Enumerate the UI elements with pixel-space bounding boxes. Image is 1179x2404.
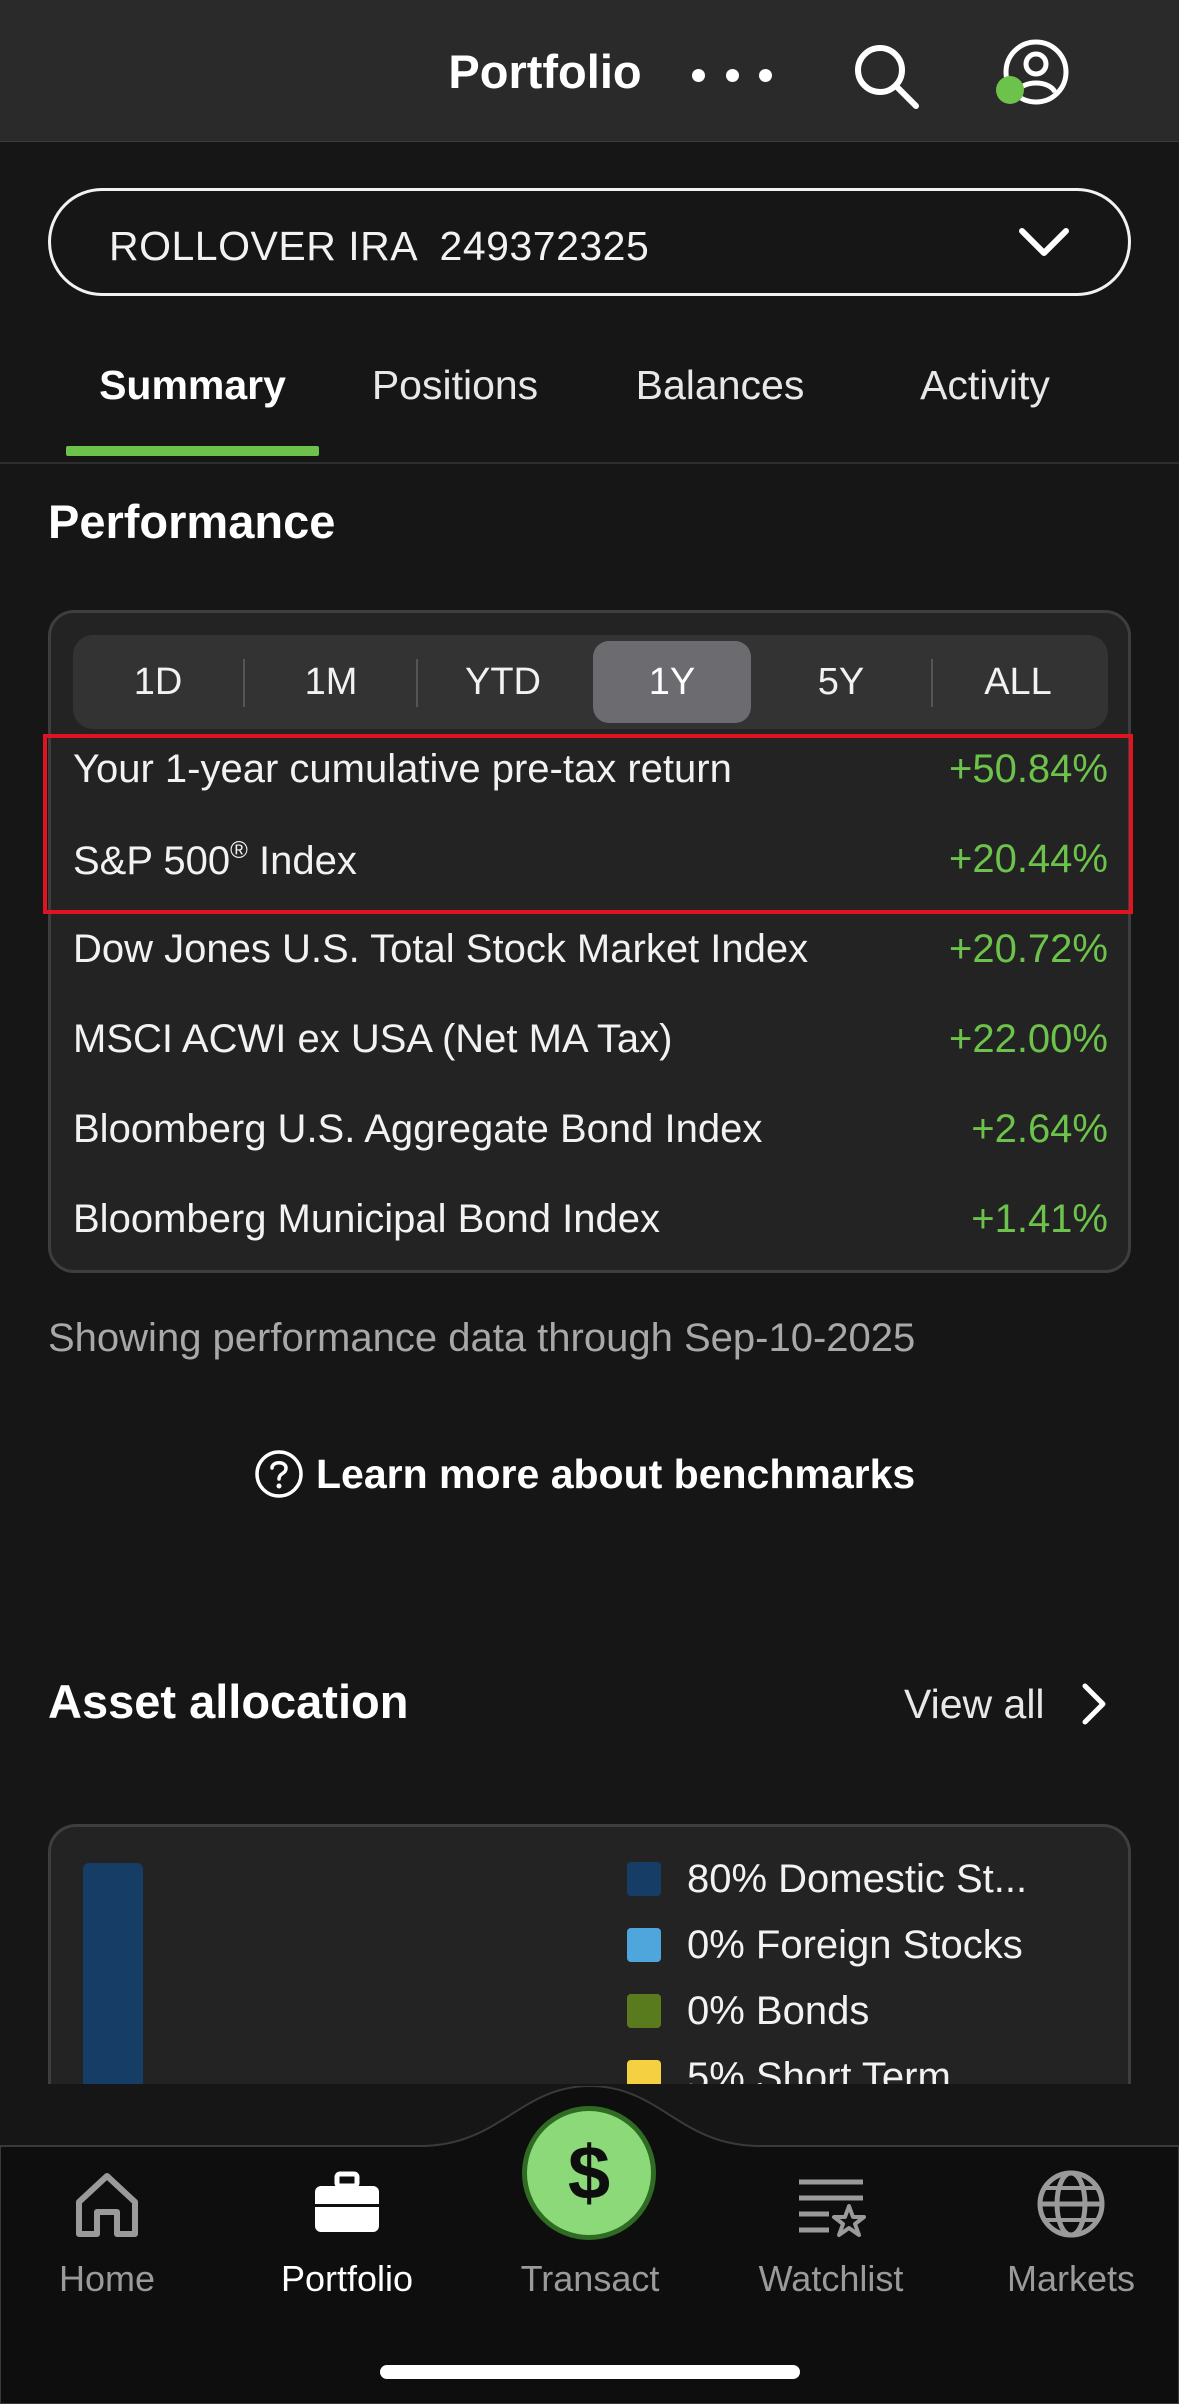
performance-value: +2.64% — [971, 1107, 1108, 1151]
legend-label: 0% Bonds — [687, 1988, 870, 2033]
search-icon[interactable] — [848, 38, 924, 114]
account-selector[interactable]: ROLLOVER IRA 249372325 — [48, 188, 1131, 296]
chevron-down-icon — [1019, 228, 1069, 256]
highlight-annotation-box — [43, 734, 1133, 914]
tab-balances[interactable]: Balances — [635, 362, 805, 408]
nav-portfolio[interactable]: Portfolio — [252, 2164, 442, 2300]
home-icon — [76, 2173, 138, 2237]
nav-home[interactable]: Home — [12, 2164, 202, 2300]
performance-label: Dow Jones U.S. Total Stock Market Index — [73, 927, 809, 971]
range-divider — [243, 659, 245, 707]
performance-value: +20.72% — [948, 927, 1108, 971]
asset-allocation-card[interactable]: 80% Domestic St... 0% Foreign Stocks 0% … — [48, 1824, 1131, 2084]
profile-icon[interactable] — [990, 34, 1074, 118]
legend-swatch — [627, 2060, 661, 2084]
legend-label: 5% Short Term — [687, 2054, 951, 2085]
watchlist-icon — [799, 2179, 866, 2237]
performance-value: +1.41% — [971, 1197, 1108, 1241]
range-ytd-button[interactable]: YTD — [465, 660, 541, 703]
legend-item: 80% Domestic St... — [627, 1851, 1027, 1907]
top-header: Portfolio — [0, 0, 1179, 142]
chevron-right-icon — [1082, 1683, 1106, 1725]
tab-activity[interactable]: Activity — [920, 362, 1050, 408]
nav-watchlist[interactable]: Watchlist — [736, 2164, 926, 2300]
globe-icon — [1037, 2170, 1105, 2238]
legend-swatch — [627, 1928, 661, 1962]
legend-swatch — [627, 1862, 661, 1896]
nav-portfolio-label: Portfolio — [280, 2258, 414, 2299]
page-title: Portfolio — [448, 45, 642, 98]
range-5y-button[interactable]: 5Y — [817, 660, 865, 703]
legend-item: 0% Foreign Stocks — [627, 1917, 1023, 1973]
performance-row: Dow Jones U.S. Total Stock Market Index … — [73, 919, 1108, 979]
range-1m-button[interactable]: 1M — [304, 660, 358, 703]
tab-positions[interactable]: Positions — [371, 362, 539, 408]
performance-row: S&P 500® Index +20.44% — [73, 829, 1108, 889]
bottom-nav-background — [0, 2086, 1179, 2404]
home-indicator[interactable] — [380, 2365, 800, 2379]
view-all-link[interactable]: View all — [904, 1676, 1109, 1732]
performance-row: Bloomberg Municipal Bond Index +1.41% — [73, 1189, 1108, 1249]
performance-card: 1D 1M YTD 1Y 5Y ALL Your 1-year cumulati… — [48, 610, 1131, 1273]
tab-summary[interactable]: Summary — [99, 362, 286, 408]
active-tab-indicator — [66, 446, 319, 456]
time-range-selector: 1D 1M YTD 1Y 5Y ALL — [73, 635, 1108, 729]
range-divider — [416, 659, 418, 707]
performance-label: Bloomberg Municipal Bond Index — [73, 1197, 661, 1241]
range-1d-button[interactable]: 1D — [133, 660, 183, 703]
performance-label: S&P 500® Index — [73, 837, 357, 883]
performance-label: MSCI ACWI ex USA (Net MA Tax) — [73, 1017, 673, 1061]
performance-value: +50.84% — [948, 747, 1108, 791]
allocation-bar — [83, 1863, 143, 2084]
range-1y-button[interactable]: 1Y — [593, 641, 751, 723]
nav-watchlist-label: Watchlist — [758, 2258, 904, 2299]
performance-heading: Performance — [48, 495, 336, 548]
performance-footnote: Showing performance data through Sep-10-… — [48, 1316, 916, 1360]
briefcase-icon — [315, 2171, 379, 2232]
legend-label: 0% Foreign Stocks — [687, 1922, 1023, 1967]
asset-allocation-heading: Asset allocation — [48, 1675, 409, 1728]
learn-more-benchmarks-link[interactable]: Learn more about benchmarks — [254, 1446, 915, 1502]
nav-markets-label: Markets — [1006, 2258, 1136, 2299]
dollar-icon: $ — [567, 2130, 611, 2216]
nav-home-label: Home — [58, 2258, 156, 2299]
performance-row: Your 1-year cumulative pre-tax return +5… — [73, 739, 1108, 799]
performance-row: Bloomberg U.S. Aggregate Bond Index +2.6… — [73, 1099, 1108, 1159]
transact-button[interactable]: $ — [522, 2106, 656, 2240]
legend-swatch — [627, 1994, 661, 2028]
account-tabs: Summary Positions Balances Activity — [0, 340, 1179, 464]
nav-markets[interactable]: Markets — [976, 2164, 1166, 2300]
performance-row: MSCI ACWI ex USA (Net MA Tax) +22.00% — [73, 1009, 1108, 1069]
range-all-button[interactable]: ALL — [984, 660, 1052, 703]
nav-transact-label[interactable]: Transact — [520, 2258, 660, 2299]
performance-label: Your 1-year cumulative pre-tax return — [73, 747, 732, 791]
performance-value: +22.00% — [948, 1017, 1108, 1061]
performance-label: Bloomberg U.S. Aggregate Bond Index — [73, 1107, 763, 1151]
more-options-icon[interactable] — [692, 50, 772, 100]
legend-item: 0% Bonds — [627, 1983, 869, 2039]
account-name: ROLLOVER IRA 249372325 — [109, 223, 650, 269]
view-all-label: View all — [904, 1680, 1045, 1727]
legend-label: 80% Domestic St... — [687, 1856, 1028, 1901]
range-divider — [931, 659, 933, 707]
legend-item: 5% Short Term — [627, 2049, 951, 2084]
help-icon — [255, 1450, 303, 1498]
performance-value: +20.44% — [948, 837, 1108, 881]
learn-more-label: Learn more about benchmarks — [316, 1450, 916, 1497]
